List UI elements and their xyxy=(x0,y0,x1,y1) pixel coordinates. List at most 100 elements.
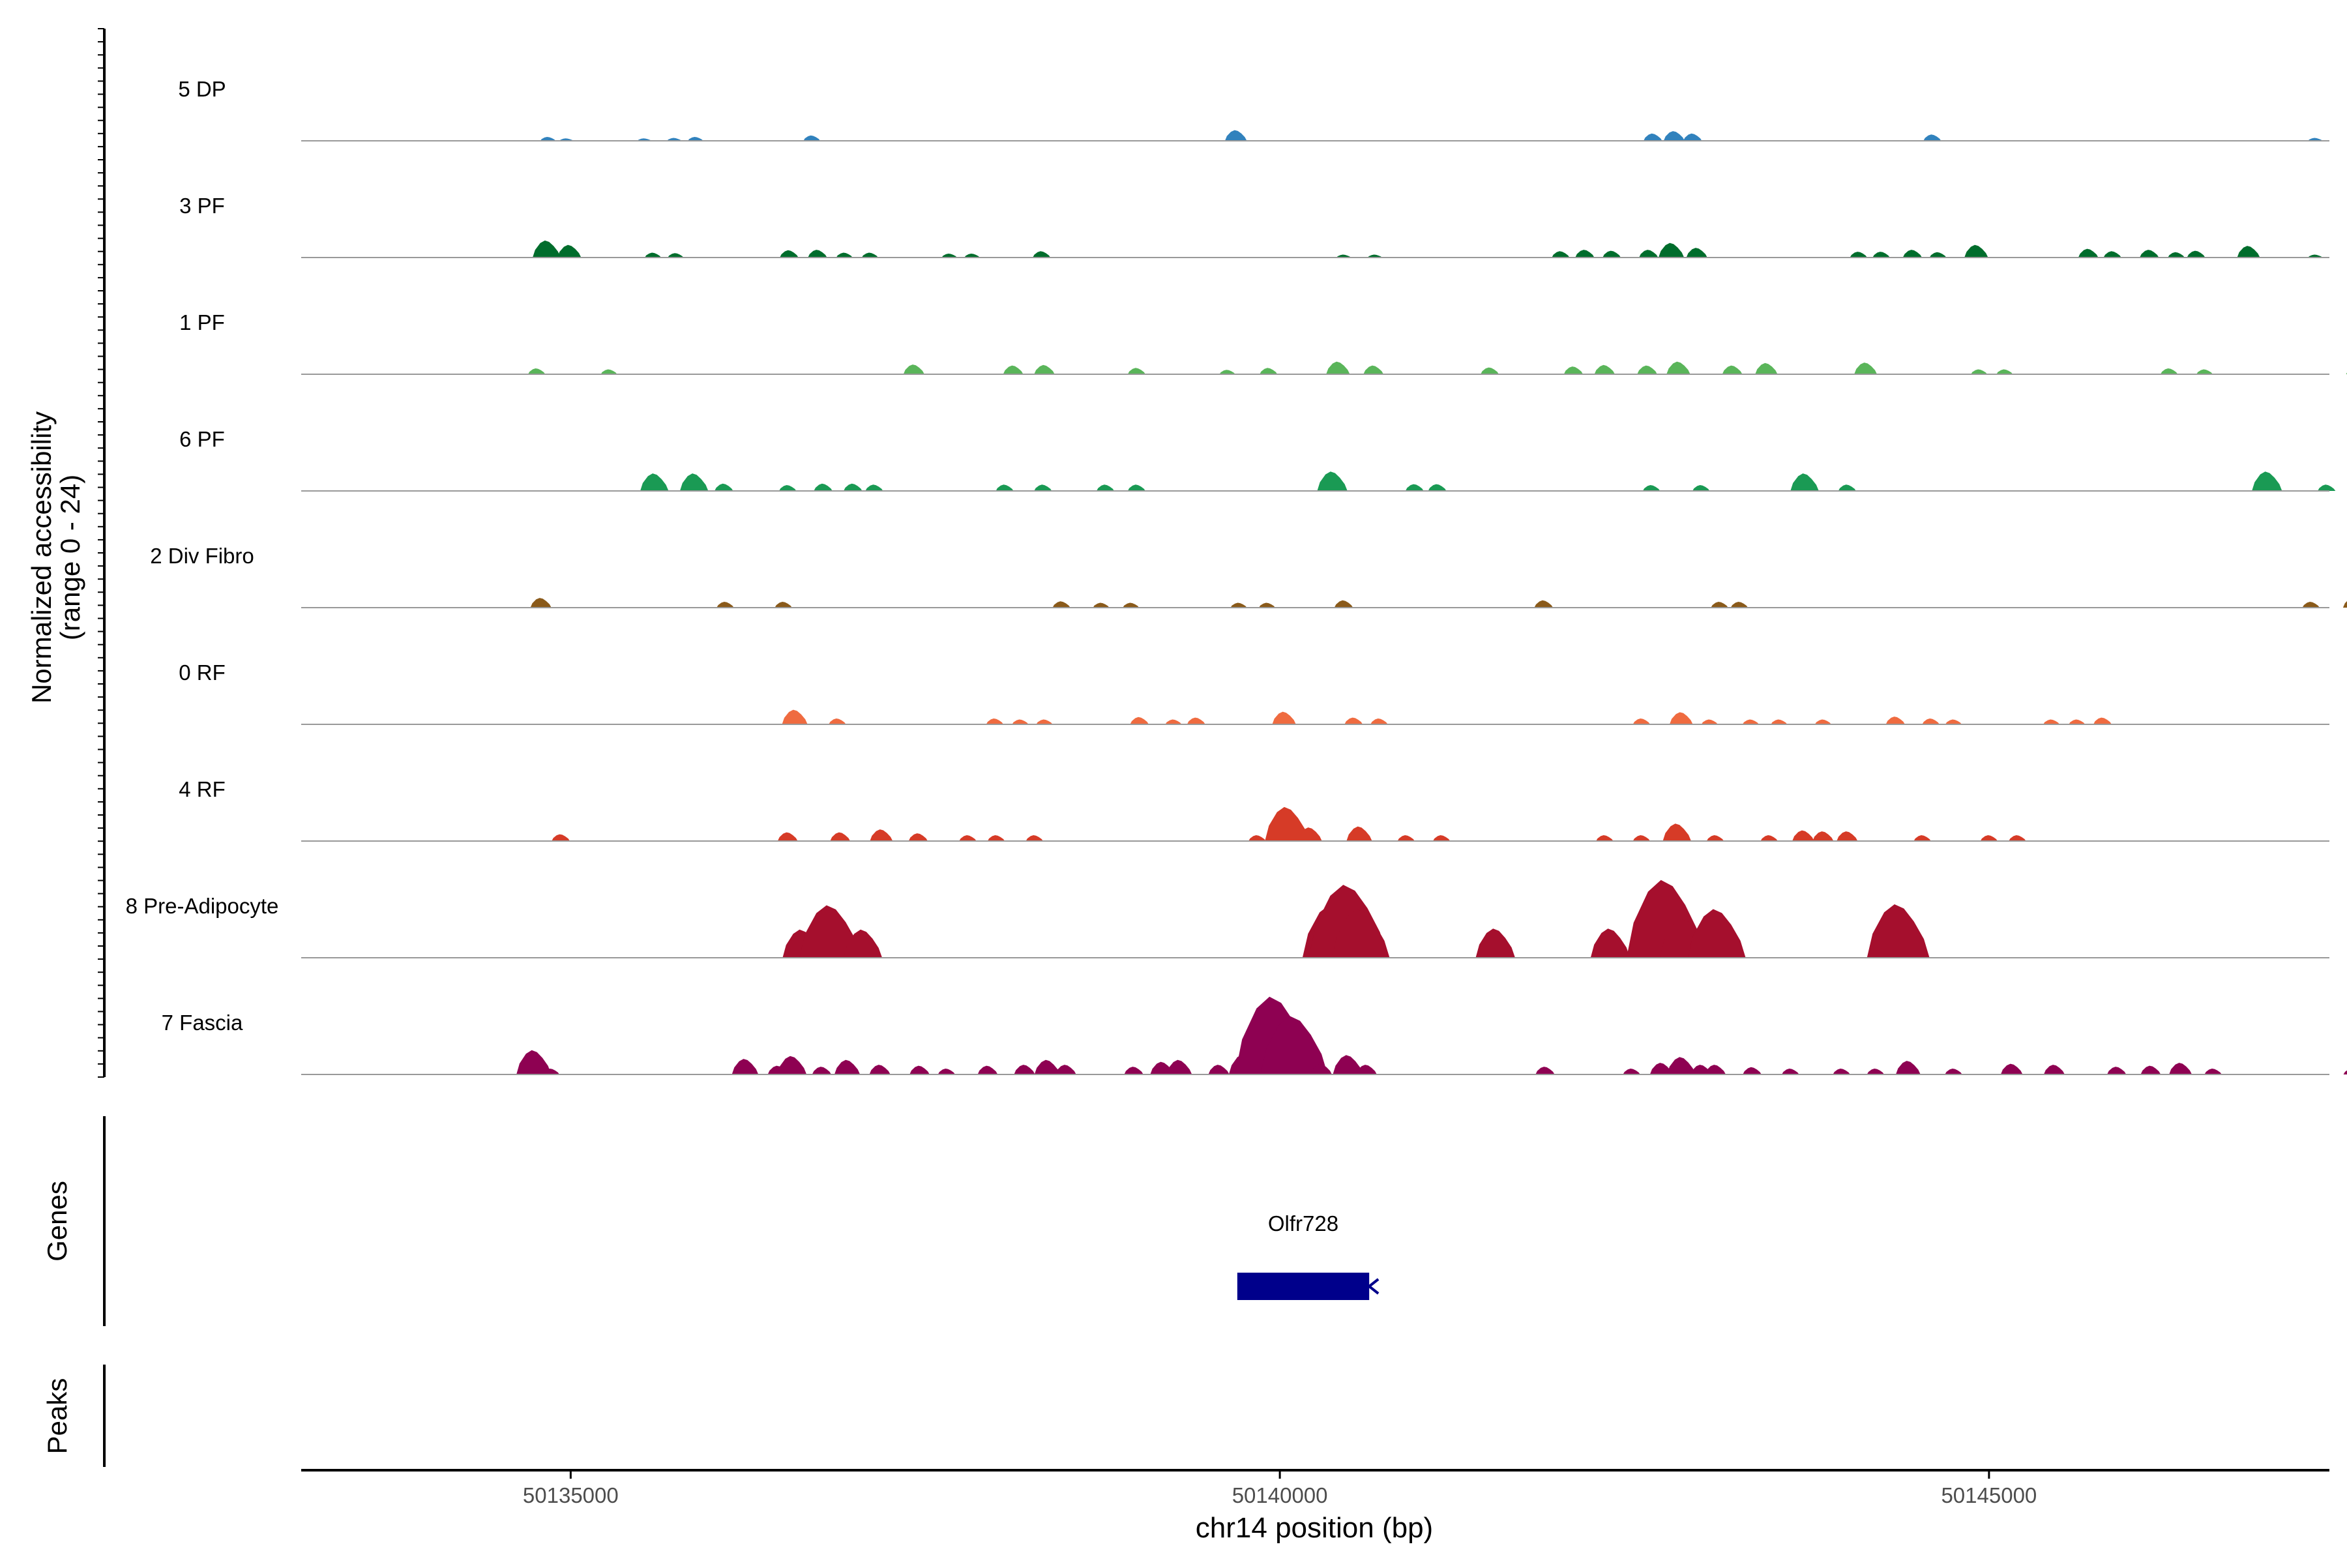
coverage-peak xyxy=(2009,835,2026,841)
coverage-peak xyxy=(1913,835,1931,841)
coverage-peak xyxy=(1945,719,1962,724)
gene-annotations: Olfr728 xyxy=(1237,1211,1380,1300)
coverage-peak xyxy=(1923,134,1941,141)
coverage-peak xyxy=(1743,1067,1762,1074)
coverage-peak xyxy=(1405,484,1424,491)
coverage-peak xyxy=(1026,835,1043,841)
coverage-peak xyxy=(1096,484,1115,491)
coverage-peak xyxy=(1363,365,1384,374)
coverage-peak xyxy=(1397,835,1415,841)
coverage-peak xyxy=(1704,1065,1726,1074)
coverage-peak xyxy=(1996,369,2013,374)
coverage-peak xyxy=(2093,717,2112,724)
coverage-peak xyxy=(1814,719,1831,724)
y-axis-label-range: (range 0 - 24) xyxy=(55,475,85,640)
coverage-peak xyxy=(1165,719,1182,724)
coverage-peak xyxy=(1272,711,1296,724)
coverage-peak xyxy=(2000,1063,2023,1074)
coverage-peak xyxy=(812,1067,832,1074)
coverage-peak xyxy=(1642,485,1661,491)
coverage-peak xyxy=(1971,369,1988,374)
coverage-peak xyxy=(1230,602,1247,608)
gene-strand-arrow xyxy=(1366,1278,1380,1295)
track-5-dp: 5 DP xyxy=(178,77,2329,141)
coverage-peak xyxy=(1850,252,1867,258)
genes-panel: Genes Olfr728 xyxy=(42,1116,1380,1326)
genes-panel-label: Genes xyxy=(42,1181,72,1262)
coverage-peak xyxy=(779,485,797,491)
coverage-peak xyxy=(1012,719,1029,724)
coverage-peak xyxy=(1334,600,1353,608)
coverage-peak xyxy=(679,473,709,491)
coverage-peak xyxy=(1706,835,1724,841)
coverage-peak xyxy=(2107,1067,2127,1074)
coverage-peak xyxy=(667,138,682,141)
coverage-peak xyxy=(688,137,703,141)
coverage-peak xyxy=(1260,368,1278,374)
coverage-peak xyxy=(1854,362,1878,374)
coverage-peak xyxy=(1623,1069,1640,1074)
coverage-peak xyxy=(1649,1063,1673,1074)
gene-body xyxy=(1237,1273,1370,1300)
coverage-peak xyxy=(1475,928,1515,958)
coverage-peak xyxy=(2169,1063,2192,1074)
coverage-peak xyxy=(645,252,662,258)
coverage-peak xyxy=(1317,471,1348,491)
peaks-panel-label: Peaks xyxy=(42,1378,72,1455)
coverage-peak xyxy=(1669,712,1693,724)
coverage-peak xyxy=(640,473,669,491)
accessibility-y-axis xyxy=(98,28,106,1078)
coverage-peak xyxy=(1667,1057,1696,1074)
coverage-peak xyxy=(1297,827,1322,841)
coverage-peak xyxy=(861,252,878,258)
coverage-peak xyxy=(803,135,821,141)
coverage-peak xyxy=(1093,602,1110,608)
coverage-peak xyxy=(1260,1016,1328,1074)
coverage-peak xyxy=(1663,131,1685,141)
coverage-peak xyxy=(2187,250,2206,258)
coverage-peak xyxy=(1346,826,1372,841)
x-tick-label: 50140000 xyxy=(1232,1483,1328,1507)
coverage-peak xyxy=(2252,471,2282,491)
track-label: 8 Pre-Adipocyte xyxy=(126,894,279,918)
coverage-peak xyxy=(1686,248,1707,258)
coverage-peak xyxy=(1632,718,1651,724)
coverage-peak xyxy=(996,484,1014,491)
coverage-peak xyxy=(1755,362,1778,374)
coverage-peak xyxy=(1034,484,1052,491)
coverage-peak xyxy=(777,832,798,841)
coverage-peak xyxy=(909,1065,930,1074)
coverage-peak xyxy=(1033,251,1051,258)
coverage-peak xyxy=(1355,1065,1377,1074)
track-label: 2 Div Fibro xyxy=(150,544,254,568)
coverage-peak xyxy=(533,240,561,258)
coverage-peak xyxy=(987,835,1005,841)
track-2-div-fibro: 2 Div Fibro xyxy=(150,544,2347,608)
coverage-peak xyxy=(1575,250,1595,258)
coverage-peak xyxy=(1052,601,1070,608)
coverage-peak xyxy=(1637,365,1657,374)
track-6-pf: 6 PF xyxy=(179,427,2336,492)
coverage-peak xyxy=(1711,602,1728,608)
coverage-peak xyxy=(1166,1059,1192,1074)
coverage-peak xyxy=(2343,1070,2347,1074)
coverage-peak xyxy=(2140,1065,2161,1074)
coverage-peak xyxy=(908,833,928,841)
coverage-peak xyxy=(1432,835,1451,841)
coverage-peak xyxy=(1792,830,1814,841)
coverage-peak xyxy=(1964,244,1988,258)
coverage-peak xyxy=(2204,1069,2222,1074)
coverage-peak xyxy=(1790,473,1819,491)
x-axis-label: chr14 position (bp) xyxy=(1196,1512,1433,1544)
coverage-peak xyxy=(1055,1065,1076,1074)
coverage-peak xyxy=(1367,254,1382,258)
coverage-peak xyxy=(540,137,556,141)
x-tick-label: 50135000 xyxy=(523,1483,619,1507)
x-axis: 50135000 50140000 50145000 xyxy=(301,1469,2329,1507)
coverage-peak xyxy=(1812,831,1834,841)
coverage-peak xyxy=(1265,806,1309,841)
coverage-peak xyxy=(1590,928,1631,958)
coverage-peak xyxy=(1187,717,1205,724)
coverage-peak xyxy=(2342,601,2347,608)
coverage-peak xyxy=(1742,719,1759,724)
